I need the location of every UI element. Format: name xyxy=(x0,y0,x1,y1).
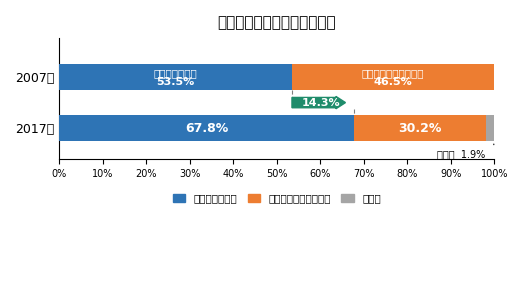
Text: 67.8%: 67.8% xyxy=(185,122,229,135)
FancyArrow shape xyxy=(292,96,346,109)
Bar xyxy=(59,116,354,141)
Text: その他  1.9%: その他 1.9% xyxy=(437,150,485,159)
Bar xyxy=(292,64,494,90)
Bar xyxy=(354,116,485,141)
Text: 方针の策定あり: 方针の策定あり xyxy=(154,68,198,78)
Text: 方针は策定していない: 方针は策定していない xyxy=(362,68,424,78)
Text: 14.3%: 14.3% xyxy=(302,97,340,108)
Text: 46.5%: 46.5% xyxy=(374,77,413,87)
Text: 53.5%: 53.5% xyxy=(156,77,195,87)
Bar xyxy=(59,64,292,90)
Title: メセナ活動の基本方针の有無: メセナ活動の基本方针の有無 xyxy=(218,15,336,30)
Legend: 方针の策定あり, 方针は策定していない, その他: 方针の策定あり, 方针は策定していない, その他 xyxy=(168,189,385,207)
Text: 30.2%: 30.2% xyxy=(398,122,441,135)
Bar xyxy=(485,116,494,141)
